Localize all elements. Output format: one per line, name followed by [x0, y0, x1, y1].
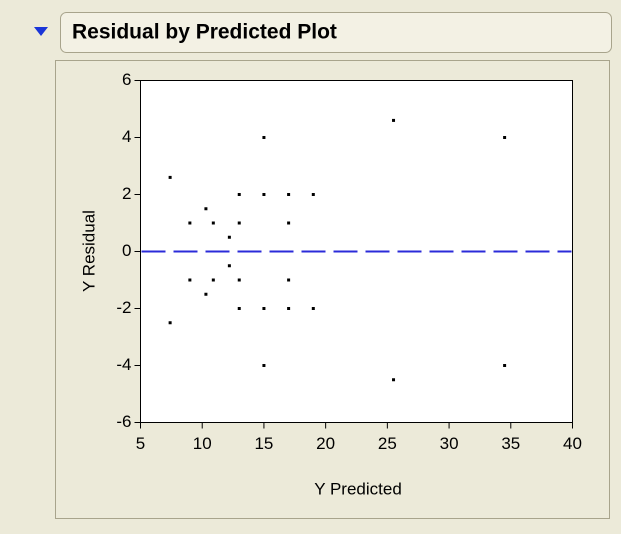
- x-tick-label: 30: [440, 434, 459, 453]
- point: [237, 307, 241, 310]
- point: [503, 364, 507, 367]
- title-box[interactable]: [60, 12, 612, 53]
- point: [237, 278, 241, 282]
- point: [503, 136, 507, 139]
- point: [211, 278, 215, 282]
- point: [311, 193, 315, 196]
- point: [392, 378, 396, 382]
- point: [262, 364, 266, 367]
- x-tick-label: 5: [136, 434, 145, 453]
- point: [204, 292, 208, 296]
- point: [287, 307, 291, 310]
- y-tick-label: -4: [116, 355, 131, 374]
- point: [262, 307, 266, 310]
- x-tick-label: 40: [563, 434, 582, 453]
- point: [227, 235, 231, 239]
- disclosure-icon[interactable]: [34, 27, 48, 36]
- y-tick-label: 4: [122, 127, 131, 146]
- x-tick-label: 35: [501, 434, 520, 453]
- point: [188, 221, 192, 225]
- point: [188, 278, 192, 282]
- point: [287, 278, 291, 282]
- point: [311, 307, 315, 310]
- chart-title: Residual by Predicted Plot: [72, 21, 337, 44]
- y-tick-label: 0: [122, 241, 131, 260]
- point: [262, 193, 266, 196]
- point: [287, 221, 291, 225]
- y-tick-label: -6: [116, 412, 131, 431]
- point: [237, 221, 241, 225]
- point: [204, 207, 208, 211]
- point: [168, 175, 172, 179]
- x-tick-label: 15: [254, 434, 273, 453]
- y-tick-label: -2: [116, 298, 131, 317]
- point: [168, 321, 172, 325]
- point: [262, 136, 266, 139]
- point: [211, 221, 215, 225]
- x-tick-label: 20: [316, 434, 335, 453]
- point: [287, 193, 291, 196]
- y-tick-label: 2: [122, 184, 131, 203]
- y-tick-label: 6: [122, 70, 131, 89]
- x-tick-label: 10: [193, 434, 212, 453]
- point: [237, 193, 241, 196]
- x-tick-label: 25: [378, 434, 397, 453]
- point: [227, 264, 231, 268]
- point: [392, 118, 396, 122]
- y-axis-label: Y Residual: [79, 210, 98, 292]
- x-axis-label: Y Predicted: [314, 479, 402, 498]
